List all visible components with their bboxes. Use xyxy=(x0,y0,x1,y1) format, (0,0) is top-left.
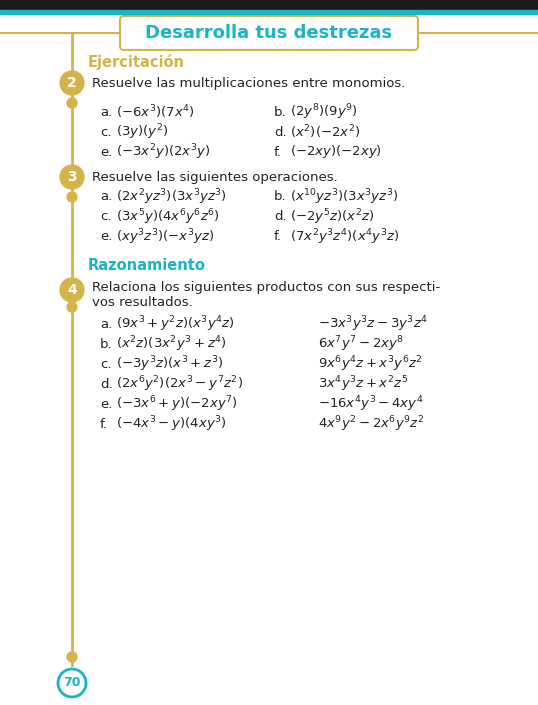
Circle shape xyxy=(58,669,86,697)
Text: $(-2y^5z)(x^2z)$: $(-2y^5z)(x^2z)$ xyxy=(290,207,374,227)
Text: $(-3y^3z)(x^3 + z^3)$: $(-3y^3z)(x^3 + z^3)$ xyxy=(116,354,223,374)
Text: Desarrolla tus destrezas: Desarrolla tus destrezas xyxy=(145,24,393,42)
Circle shape xyxy=(67,652,77,662)
Text: 70: 70 xyxy=(63,677,81,689)
Text: $9x^6y^4z + x^3y^6z^2$: $9x^6y^4z + x^3y^6z^2$ xyxy=(318,354,423,374)
Text: $(xy^3z^3)(-x^3yz)$: $(xy^3z^3)(-x^3yz)$ xyxy=(116,227,214,247)
Circle shape xyxy=(67,98,77,108)
Text: Relaciona los siguientes productos con sus respecti-: Relaciona los siguientes productos con s… xyxy=(92,281,440,293)
Text: d.: d. xyxy=(274,125,287,138)
Text: e.: e. xyxy=(100,398,112,410)
Text: Ejercitación: Ejercitación xyxy=(88,54,185,70)
Circle shape xyxy=(67,192,77,202)
Circle shape xyxy=(60,278,84,302)
Text: f.: f. xyxy=(274,231,282,243)
Text: c.: c. xyxy=(100,211,111,223)
Text: e.: e. xyxy=(100,145,112,159)
Text: 3: 3 xyxy=(67,170,77,184)
Text: $4x^9y^2 - 2x^6y^9z^2$: $4x^9y^2 - 2x^6y^9z^2$ xyxy=(318,415,424,434)
Text: vos resultados.: vos resultados. xyxy=(92,295,193,309)
Text: b.: b. xyxy=(100,338,112,350)
Text: $(x^2z)(3x^2y^3 + z^4)$: $(x^2z)(3x^2y^3 + z^4)$ xyxy=(116,334,227,354)
Text: $(3x^5y)(4x^6y^6z^6)$: $(3x^5y)(4x^6y^6z^6)$ xyxy=(116,207,220,227)
Text: Razonamiento: Razonamiento xyxy=(88,257,206,273)
Text: f.: f. xyxy=(100,417,108,431)
Text: 2: 2 xyxy=(67,76,77,90)
Text: d.: d. xyxy=(274,211,287,223)
Text: $(9x^3 + y^2z)(x^3y^4z)$: $(9x^3 + y^2z)(x^3y^4z)$ xyxy=(116,314,235,333)
Text: $(2x^6y^2)(2x^3 - y^7z^2)$: $(2x^6y^2)(2x^3 - y^7z^2)$ xyxy=(116,374,243,394)
FancyBboxPatch shape xyxy=(120,16,418,50)
Text: a.: a. xyxy=(100,190,112,204)
Text: c.: c. xyxy=(100,125,111,138)
Text: $3x^4y^3z + x^2z^5$: $3x^4y^3z + x^2z^5$ xyxy=(318,374,408,394)
Text: $(2x^2yz^3)(3x^3yz^3)$: $(2x^2yz^3)(3x^3yz^3)$ xyxy=(116,188,227,207)
Text: $(2y^8)(9y^9)$: $(2y^8)(9y^9)$ xyxy=(290,102,358,122)
Text: d.: d. xyxy=(100,377,112,391)
Text: $(7x^2y^3z^4)(x^4y^3z)$: $(7x^2y^3z^4)(x^4y^3z)$ xyxy=(290,227,399,247)
Text: c.: c. xyxy=(100,357,111,371)
Circle shape xyxy=(60,71,84,95)
Text: a.: a. xyxy=(100,317,112,331)
Text: $(-6x^3)(7x^4)$: $(-6x^3)(7x^4)$ xyxy=(116,103,195,121)
Text: e.: e. xyxy=(100,231,112,243)
Text: Resuelve las siguientes operaciones.: Resuelve las siguientes operaciones. xyxy=(92,171,338,183)
Circle shape xyxy=(60,165,84,189)
Text: Resuelve las multiplicaciones entre monomios.: Resuelve las multiplicaciones entre mono… xyxy=(92,77,405,90)
Circle shape xyxy=(67,302,77,312)
Text: $(x^{10}yz^3)(3x^3yz^3)$: $(x^{10}yz^3)(3x^3yz^3)$ xyxy=(290,188,399,207)
Text: a.: a. xyxy=(100,106,112,118)
Text: $(-2xy)(-2xy)$: $(-2xy)(-2xy)$ xyxy=(290,144,382,161)
Text: b.: b. xyxy=(274,106,287,118)
Text: b.: b. xyxy=(274,190,287,204)
Text: $(-3x^2y)(2x^3y)$: $(-3x^2y)(2x^3y)$ xyxy=(116,142,210,162)
Text: f.: f. xyxy=(274,145,282,159)
Text: $(3y)(y^2)$: $(3y)(y^2)$ xyxy=(116,122,168,142)
Text: 4: 4 xyxy=(67,283,77,297)
Text: $6x^7y^7 - 2xy^8$: $6x^7y^7 - 2xy^8$ xyxy=(318,334,404,354)
Text: $-3x^3y^3z - 3y^3z^4$: $-3x^3y^3z - 3y^3z^4$ xyxy=(318,314,428,333)
Text: $(-4x^3 - y)(4xy^3)$: $(-4x^3 - y)(4xy^3)$ xyxy=(116,415,226,434)
Text: $(-3x^6 + y)(-2xy^7)$: $(-3x^6 + y)(-2xy^7)$ xyxy=(116,394,238,414)
Text: $-16x^4y^3 - 4xy^4$: $-16x^4y^3 - 4xy^4$ xyxy=(318,394,423,414)
Text: $(x^2)(-2x^2)$: $(x^2)(-2x^2)$ xyxy=(290,123,360,141)
